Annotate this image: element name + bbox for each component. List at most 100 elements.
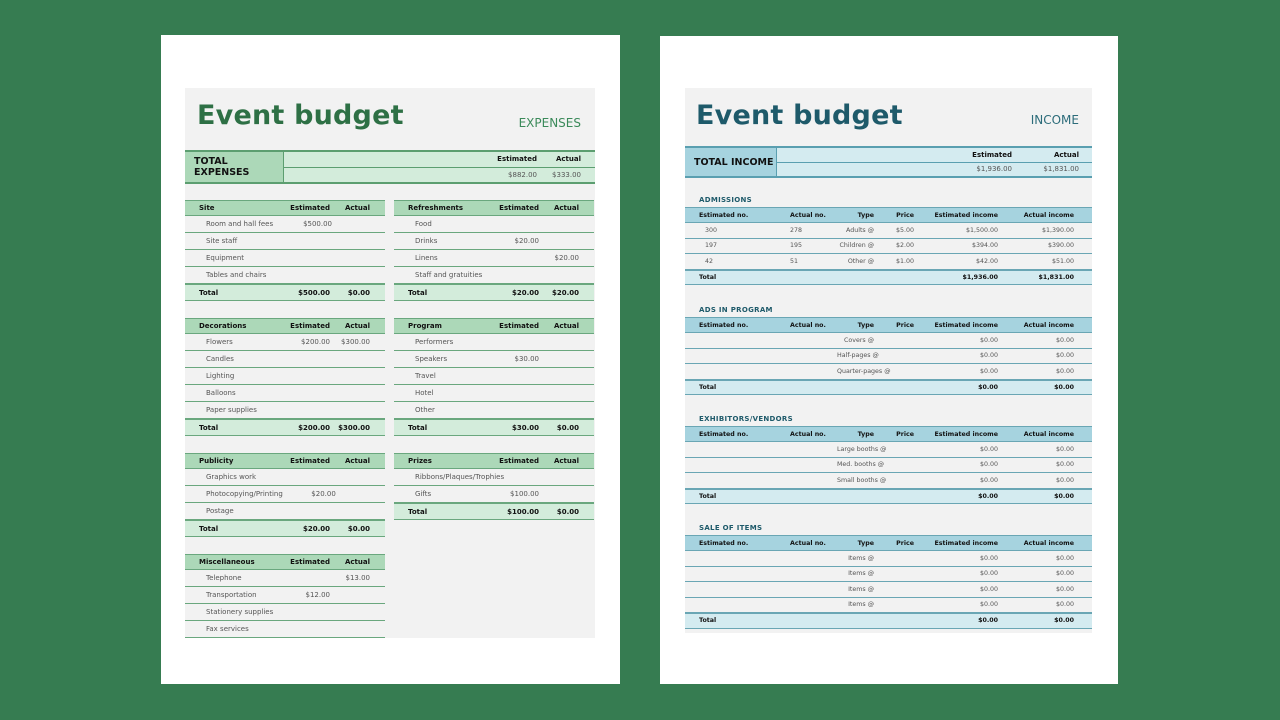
table-row[interactable]: Fax services <box>185 621 385 638</box>
table-row[interactable]: Linens $20.00 <box>394 250 594 267</box>
table-row[interactable]: Med. booths @ $0.00 $0.00 <box>685 458 1092 473</box>
price[interactable]: $5.00 <box>895 226 914 234</box>
item-estimated[interactable]: $500.00 <box>303 220 333 228</box>
actual-no[interactable]: 278 <box>790 226 803 234</box>
table-row[interactable]: Items @ $0.00 $0.00 <box>685 598 1092 613</box>
table-row[interactable]: Travel <box>394 368 594 385</box>
table-row[interactable]: Room and hall fees $500.00 <box>185 216 385 233</box>
price[interactable]: $2.00 <box>895 242 914 250</box>
estimated-income: $0.00 <box>979 476 998 484</box>
total-estimated-income: $0.00 <box>978 492 998 500</box>
table-header: Decorations <box>199 322 247 330</box>
estimated-no[interactable]: 300 <box>705 226 718 234</box>
table-row[interactable]: Hotel <box>394 385 594 402</box>
total-row: Total $0.00 $0.00 <box>685 488 1092 504</box>
item-estimated[interactable]: $12.00 <box>305 591 331 599</box>
item-name: Gifts <box>415 490 432 498</box>
table-row[interactable]: 197 195 Children @ $2.00 $394.00 $390.00 <box>685 239 1092 254</box>
table-row[interactable]: Gifts $100.00 <box>394 486 594 503</box>
item-name: Flowers <box>206 338 233 346</box>
table-row[interactable]: Site staff <box>185 233 385 250</box>
total-estimated-value[interactable]: $1,936.00 <box>976 165 1012 174</box>
total-label: Total <box>699 273 717 281</box>
table-row[interactable]: Flowers $200.00 $300.00 <box>185 334 385 351</box>
price[interactable]: $1.00 <box>895 257 914 265</box>
total-estimated: $20.00 <box>511 288 539 297</box>
total-row: Total $200.00 $300.00 <box>185 419 385 436</box>
table-row[interactable]: Staff and gratuities <box>394 267 594 284</box>
total-actual-value[interactable]: $1,831.00 <box>1043 165 1079 174</box>
table-row[interactable]: Performers <box>394 334 594 351</box>
total-actual-value[interactable]: $333.00 <box>552 170 581 179</box>
table-row[interactable]: Postage <box>185 503 385 520</box>
table-row[interactable]: 42 51 Other @ $1.00 $42.00 $51.00 <box>685 254 1092 270</box>
table-row[interactable]: Candles <box>185 351 385 368</box>
item-estimated[interactable]: $20.00 <box>514 237 540 245</box>
table-row[interactable]: 300 278 Adults @ $5.00 $1,500.00 $1,390.00 <box>685 223 1092 239</box>
table-row[interactable]: Telephone $13.00 <box>185 570 385 587</box>
col-actual-no: Actual no. <box>790 211 826 219</box>
type: Half-pages @ <box>837 352 879 360</box>
table-header: Site <box>199 204 215 212</box>
item-name: Drinks <box>415 237 438 245</box>
item-name: Balloons <box>206 389 236 397</box>
table-row[interactable]: Large booths @ $0.00 $0.00 <box>685 442 1092 458</box>
table-row[interactable]: Half-pages @ $0.00 $0.00 <box>685 349 1092 364</box>
item-name: Food <box>415 220 432 228</box>
estimated-no[interactable]: 197 <box>705 242 718 250</box>
col-estimated-no: Estimated no. <box>699 211 749 219</box>
item-name: Equipment <box>206 254 244 262</box>
table-row[interactable]: Items @ $0.00 $0.00 <box>685 551 1092 567</box>
table-row[interactable]: Tables and chairs <box>185 267 385 284</box>
item-estimated[interactable]: $200.00 <box>301 338 330 346</box>
col-type: Type <box>857 321 874 329</box>
table-row[interactable]: Items @ $0.00 $0.00 <box>685 582 1092 598</box>
estimated-no[interactable]: 42 <box>705 257 714 265</box>
table-row[interactable]: Photocopying/Printing $20.00 <box>185 486 385 503</box>
table-row[interactable]: Graphics work <box>185 469 385 486</box>
total-estimated-value[interactable]: $882.00 <box>508 170 537 179</box>
table-header: Prizes <box>408 457 432 465</box>
table-row[interactable]: Food <box>394 216 594 233</box>
item-actual[interactable]: $300.00 <box>341 338 370 346</box>
col-type: Type <box>857 430 874 438</box>
table-row[interactable]: Drinks $20.00 <box>394 233 594 250</box>
item-actual[interactable]: $13.00 <box>345 574 371 582</box>
table-row[interactable]: Other <box>394 402 594 419</box>
table-row[interactable]: Covers @ $0.00 $0.00 <box>685 333 1092 349</box>
table-row[interactable]: Items @ $0.00 $0.00 <box>685 567 1092 582</box>
admissions-table: Estimated no. Actual no. Type Price Estimate… <box>685 207 1092 285</box>
col-actual: Actual <box>344 322 370 330</box>
col-estimated: Estimated <box>497 155 537 164</box>
table-row[interactable]: Ribbons/Plaques/Trophies <box>394 469 594 486</box>
total-label: Total <box>408 423 428 432</box>
table-row[interactable]: Quarter-pages @ $0.00 $0.00 <box>685 364 1092 380</box>
col-estimated-income: Estimated income <box>934 539 998 547</box>
table-row[interactable]: Balloons <box>185 385 385 402</box>
table-row[interactable]: Stationery supplies <box>185 604 385 621</box>
table-row[interactable]: Transportation $12.00 <box>185 587 385 604</box>
item-name: Telephone <box>206 574 242 582</box>
col-estimated: Estimated <box>290 457 330 465</box>
table-row[interactable]: Equipment <box>185 250 385 267</box>
actual-income: $0.00 <box>1055 570 1074 578</box>
item-name: Travel <box>415 372 436 380</box>
table-row[interactable]: Paper supplies <box>185 402 385 419</box>
item-estimated[interactable]: $100.00 <box>510 490 539 498</box>
actual-income: $0.00 <box>1055 367 1074 375</box>
admissions-title: ADMISSIONS <box>699 196 753 204</box>
col-price: Price <box>896 430 914 438</box>
actual-income: $51.00 <box>1051 257 1074 265</box>
table-row[interactable]: Lighting <box>185 368 385 385</box>
item-estimated[interactable]: $20.00 <box>311 490 336 498</box>
col-actual: Actual <box>553 322 579 330</box>
table-row[interactable]: Speakers $30.00 <box>394 351 594 368</box>
total-row: Total $500.00 $0.00 <box>185 284 385 301</box>
item-name: Candles <box>206 355 234 363</box>
item-estimated[interactable]: $30.00 <box>514 355 540 363</box>
item-name: Room and hall fees <box>206 220 274 228</box>
item-actual[interactable]: $20.00 <box>554 254 580 262</box>
actual-no[interactable]: 51 <box>790 257 799 265</box>
table-row[interactable]: Small booths @ $0.00 $0.00 <box>685 473 1092 489</box>
actual-no[interactable]: 195 <box>790 242 803 250</box>
